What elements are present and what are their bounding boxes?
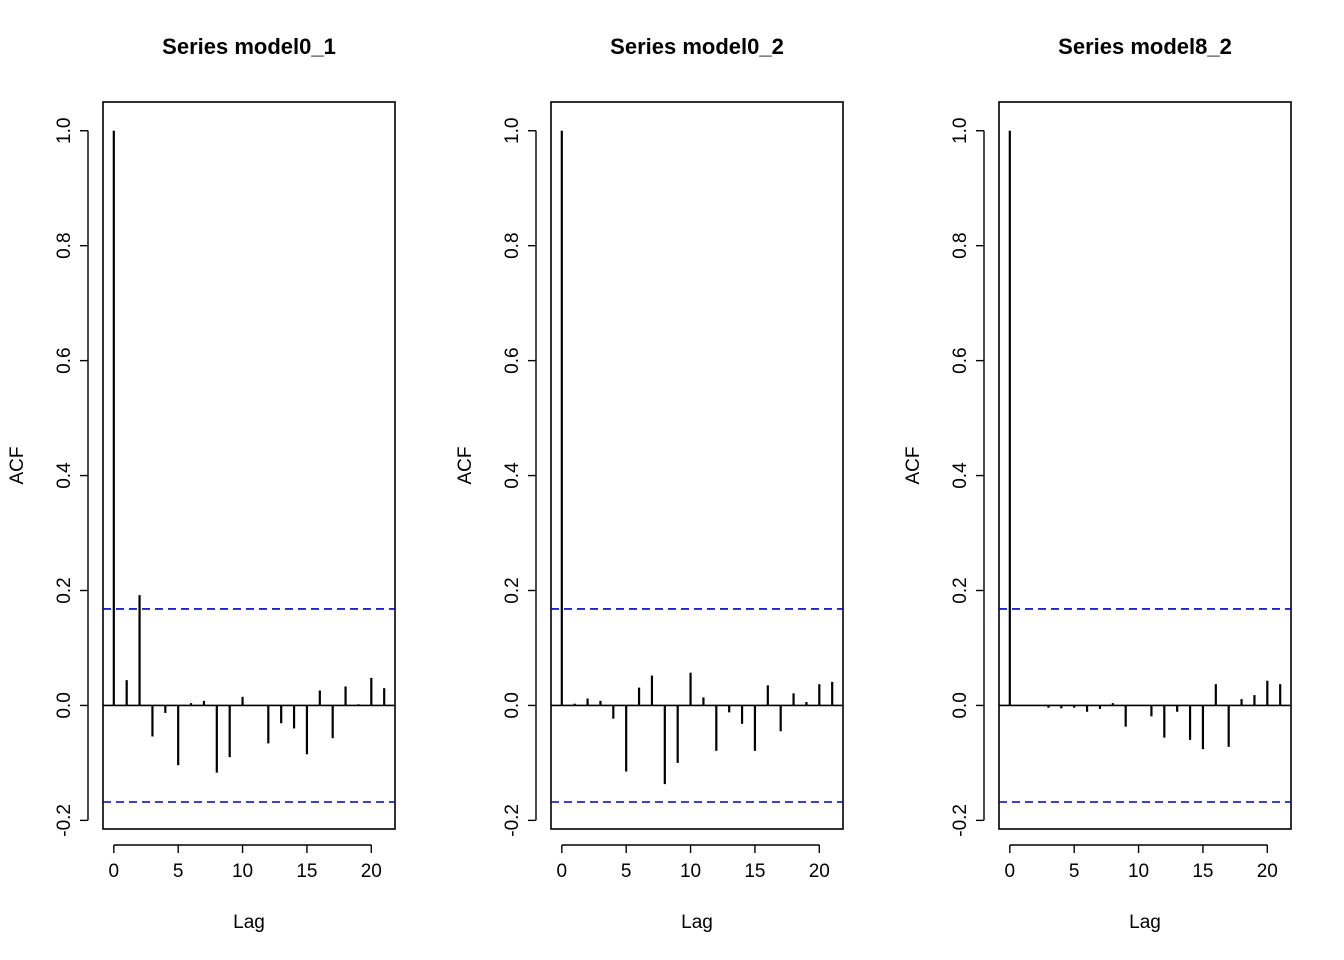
acf-panel-1: Series model0_1 0 5 10 15 20 Lag -0.2 0.0 0.2 0.4 0… [7, 34, 396, 933]
acf-panel-3: Series model8_2 0 5 10 15 20 Lag -0.2 0.0 0.2 0.4 0… [903, 34, 1292, 933]
chart-title: Series model8_2 [1058, 34, 1232, 59]
y-tick-label: 0.6 [950, 347, 971, 373]
y-tick-label: 0.0 [950, 692, 971, 718]
y-axis-label: ACF [903, 447, 924, 485]
chart-title: Series model0_1 [162, 34, 336, 59]
x-tick-label: 20 [361, 861, 382, 882]
y-tick-label: 0.8 [502, 232, 523, 258]
y-tick-label: -0.2 [502, 804, 523, 837]
x-tick-label: 10 [232, 861, 253, 882]
y-tick-label: 0.4 [502, 462, 523, 489]
acf-panel-2: Series model0_2 0 5 10 15 20 Lag -0.2 0.0 0.2 0.4 0… [455, 34, 844, 933]
chart-title: Series model0_2 [610, 34, 784, 59]
x-tick-label: 0 [109, 861, 120, 882]
plot-frame [998, 101, 1292, 830]
y-tick-label: 0.0 [502, 692, 523, 718]
x-tick-label: 10 [680, 861, 701, 882]
y-tick-label: 1.0 [950, 118, 971, 144]
y-tick-label: 0.6 [502, 347, 523, 373]
x-tick-label: 10 [1128, 861, 1149, 882]
x-tick-label: 15 [744, 861, 765, 882]
plot-frame [102, 101, 396, 830]
y-tick-label: 0.4 [54, 462, 75, 489]
x-tick-label: 0 [1005, 861, 1016, 882]
x-tick-label: 20 [809, 861, 830, 882]
y-tick-label: -0.2 [54, 804, 75, 837]
y-axis-label: ACF [455, 447, 476, 485]
x-tick-label: 15 [1192, 861, 1213, 882]
y-tick-label: 0.8 [950, 232, 971, 258]
x-axis-label: Lag [681, 912, 713, 933]
y-tick-label: 0.0 [54, 692, 75, 718]
y-tick-label: 0.2 [950, 577, 971, 603]
y-tick-label: 0.2 [54, 577, 75, 603]
y-tick-label: 1.0 [54, 118, 75, 144]
y-tick-label: 0.6 [54, 347, 75, 373]
x-tick-label: 20 [1257, 861, 1278, 882]
x-tick-label: 5 [173, 861, 184, 882]
plot-frame [550, 101, 844, 830]
y-tick-label: 0.2 [502, 577, 523, 603]
x-tick-label: 15 [296, 861, 317, 882]
y-tick-label: 0.4 [950, 462, 971, 489]
y-axis-label: ACF [7, 447, 28, 485]
x-tick-label: 0 [557, 861, 568, 882]
y-tick-label: 1.0 [502, 118, 523, 144]
y-tick-label: -0.2 [950, 804, 971, 837]
x-tick-label: 5 [1069, 861, 1080, 882]
x-tick-label: 5 [621, 861, 632, 882]
x-axis-label: Lag [1129, 912, 1161, 933]
x-axis-label: Lag [233, 912, 265, 933]
y-tick-label: 0.8 [54, 232, 75, 258]
